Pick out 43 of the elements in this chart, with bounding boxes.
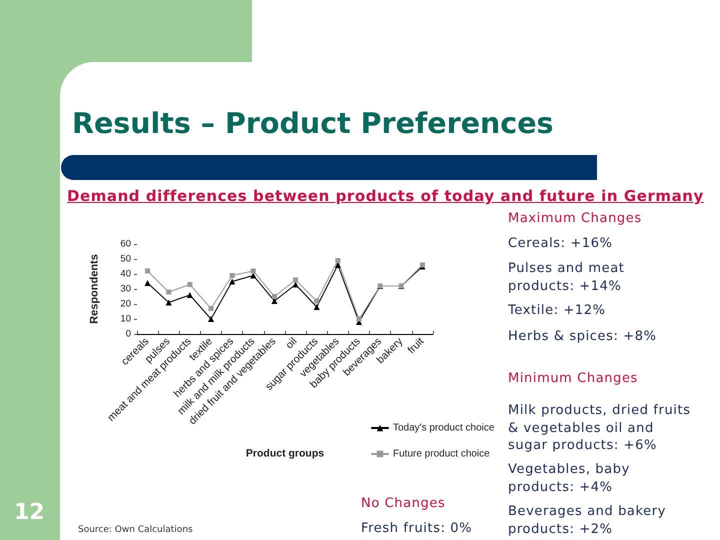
point bbox=[208, 306, 214, 311]
source-note: Source: Own Calculations bbox=[78, 524, 194, 536]
text: Herbs & spices: +8% bbox=[508, 328, 658, 346]
point bbox=[293, 278, 298, 282]
point bbox=[145, 268, 150, 274]
point bbox=[208, 316, 214, 322]
legend-label: Today's product choice bbox=[393, 422, 495, 434]
y-tick-label: 10 bbox=[120, 314, 131, 324]
text: Cereals: +16% bbox=[508, 235, 614, 253]
point bbox=[166, 300, 172, 306]
point bbox=[335, 258, 340, 263]
y-tick-label: 40 bbox=[120, 268, 131, 280]
point bbox=[250, 268, 256, 274]
text: Textile: +12% bbox=[508, 302, 607, 320]
y-tick-label: 60 bbox=[120, 238, 131, 250]
x-axis-title: Product groups bbox=[246, 448, 324, 460]
x-tick-label: fruit bbox=[406, 336, 426, 356]
text: 12 bbox=[14, 499, 46, 527]
point bbox=[186, 292, 193, 298]
text: Vegetables, baby products: +4% bbox=[508, 461, 631, 496]
text: Milk products, dried fruits & vegetables oil and sugar products: +6% bbox=[508, 402, 692, 455]
text: Beverages and bakery products: +2% bbox=[508, 503, 667, 538]
text: No Changes bbox=[361, 495, 446, 513]
point bbox=[314, 304, 320, 310]
y-tick-label: 50 bbox=[120, 254, 131, 264]
point bbox=[230, 273, 235, 278]
chart-title: Results – Product Preferences bbox=[72, 107, 554, 140]
text: Pulses and meat products: +14% bbox=[508, 260, 626, 296]
point bbox=[272, 294, 277, 299]
point bbox=[187, 282, 192, 287]
y-tick-label: 20 bbox=[120, 298, 131, 310]
y-axis-title: Respondents bbox=[88, 254, 100, 324]
text: Fresh fruits: 0% bbox=[361, 520, 474, 538]
text: Maximum Changes bbox=[508, 210, 643, 228]
y-tick-label: 0 bbox=[126, 328, 131, 340]
text: Minimum Changes bbox=[508, 370, 639, 388]
legend-label: Future product choice bbox=[393, 448, 490, 460]
point bbox=[166, 290, 172, 294]
point bbox=[229, 278, 236, 284]
chart-subtitle: Demand differences between products of today and future in Germany bbox=[67, 187, 704, 205]
y-tick-label: 30 bbox=[120, 284, 131, 294]
point bbox=[314, 298, 320, 304]
point bbox=[356, 316, 362, 322]
